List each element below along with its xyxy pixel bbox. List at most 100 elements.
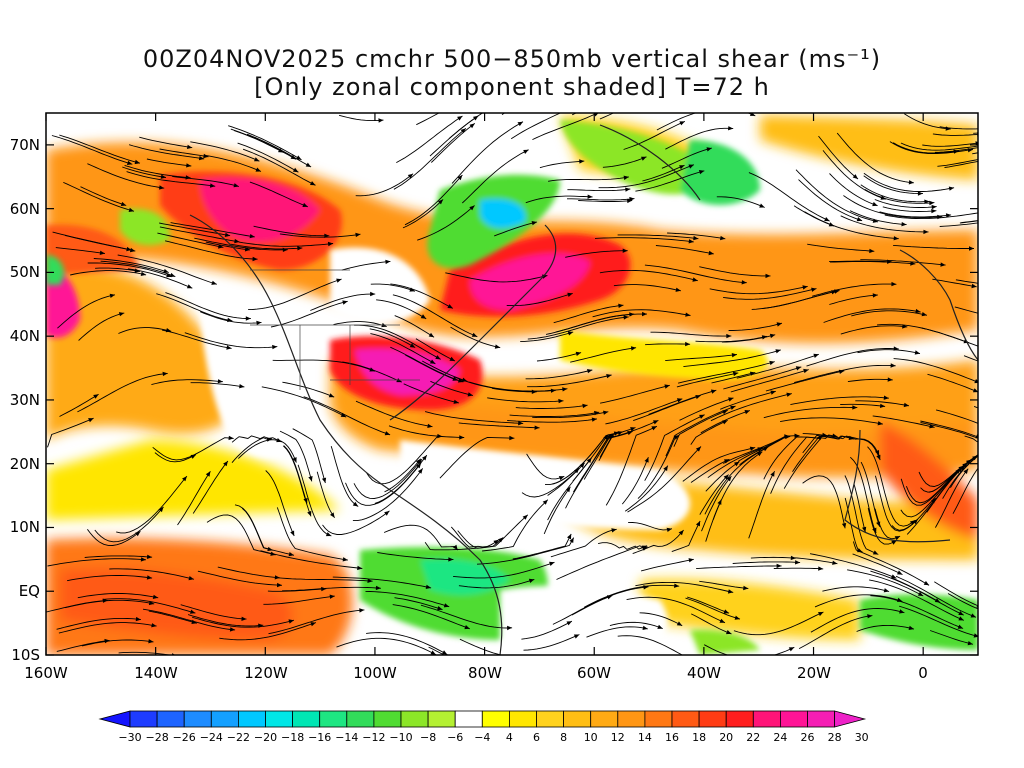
streamline-arrowhead (152, 594, 159, 599)
streamline-arrowhead (988, 446, 993, 450)
streamline-arrowhead (1014, 214, 1019, 218)
streamline-arrowhead (228, 435, 234, 441)
streamline-arrowhead (593, 113, 599, 117)
streamline-arrowhead (786, 392, 792, 397)
streamline-arrowhead (452, 376, 458, 381)
streamline (605, 425, 658, 506)
streamline-arrowhead (998, 316, 1003, 320)
streamline-arrowhead (890, 574, 897, 579)
streamline-arrowhead (160, 174, 166, 179)
streamline (404, 174, 463, 226)
streamline-arrowhead (930, 498, 936, 504)
colorbar-swatch (373, 710, 402, 728)
streamline-arrowhead (487, 87, 493, 91)
colorbar-swatch (590, 710, 619, 728)
streamline (677, 361, 775, 384)
streamline (282, 586, 381, 592)
streamline-arrowhead (679, 165, 685, 170)
streamline-arrowhead (165, 328, 172, 333)
streamline-arrowhead (252, 256, 258, 262)
streamline (458, 422, 540, 429)
streamline-arrowhead (453, 399, 459, 404)
streamline-arrowhead (460, 128, 466, 134)
lat-label-eq: EQ (19, 582, 40, 600)
streamline (733, 611, 824, 636)
streamline (939, 222, 978, 227)
streamline-arrowhead (673, 435, 680, 440)
streamline (491, 387, 537, 393)
streamline (270, 300, 348, 328)
colorbar-swatch (265, 710, 294, 728)
streamline (63, 181, 135, 212)
streamline (736, 353, 819, 379)
lat-axis: 70N 60N 50N 40N 30N 20N 10N EQ 10S (10, 136, 40, 664)
streamline-arrowhead (678, 530, 684, 536)
streamline-arrowhead (384, 510, 390, 516)
streamline (265, 470, 295, 537)
streamline (840, 403, 886, 407)
streamline-arrowhead (852, 174, 858, 179)
streamline (592, 309, 691, 318)
streamline (279, 430, 313, 482)
streamline-arrowhead (307, 510, 312, 517)
colorbar-label: 12 (611, 731, 625, 744)
streamline-arrowhead (352, 501, 359, 507)
streamline (583, 584, 680, 608)
low-shear-gaps (200, 115, 768, 655)
streamline-arrowhead (562, 387, 568, 392)
colorbar-swatch (698, 710, 727, 728)
streamline (840, 325, 908, 335)
streamline (929, 630, 974, 645)
streamline-arrowhead (923, 580, 930, 586)
streamline-arrowhead (785, 434, 791, 440)
streamline (812, 283, 897, 297)
colorbar-label: 18 (692, 731, 706, 744)
streamline (56, 639, 110, 652)
streamline (792, 557, 838, 565)
streamline-arrowhead (974, 379, 978, 384)
streamline (699, 474, 729, 515)
streamline (217, 566, 280, 579)
streamline-arrowhead (135, 531, 141, 537)
streamline-arrowhead (679, 121, 685, 126)
streamline-arrowhead (622, 248, 628, 253)
streamline (553, 304, 624, 324)
streamline-arrowhead (629, 312, 635, 317)
streamline-arrowhead (416, 463, 421, 469)
streamline (695, 335, 768, 343)
streamline (336, 637, 437, 655)
streamline (920, 420, 978, 438)
streamline-arrowhead (186, 284, 193, 289)
streamline (950, 455, 978, 488)
streamline (665, 127, 734, 150)
streamline-arrowhead (971, 283, 977, 289)
streamline-arrowhead (984, 143, 989, 147)
streamline-arrowhead (921, 312, 927, 317)
streamline-arrowhead (148, 600, 155, 606)
colorbar-label: −10 (389, 731, 412, 744)
streamline (487, 397, 564, 403)
streamline-arrowhead (277, 582, 282, 588)
streamline-arrowhead (523, 149, 529, 154)
streamline (852, 541, 930, 586)
streamline (792, 435, 855, 472)
streamline (194, 237, 288, 251)
streamline (869, 579, 965, 621)
streamline-arrowhead (924, 199, 930, 204)
streamline-arrowhead (1015, 439, 1020, 443)
streamline-arrowhead (641, 545, 648, 550)
streamline (333, 321, 387, 328)
streamline-arrowhead (685, 341, 691, 347)
streamline (248, 278, 342, 311)
streamline-arrowhead (642, 625, 648, 630)
colorbar-label: −14 (335, 731, 358, 744)
streamline-arrowhead (336, 278, 342, 283)
streamline (520, 331, 574, 342)
streamline (461, 149, 529, 204)
streamline-arrowhead (182, 476, 187, 482)
streamline (667, 232, 726, 240)
streamline (238, 241, 334, 247)
streamline-arrowhead (877, 421, 883, 426)
streamline-arrowhead (241, 616, 247, 621)
streamline-arrowhead (608, 435, 614, 440)
